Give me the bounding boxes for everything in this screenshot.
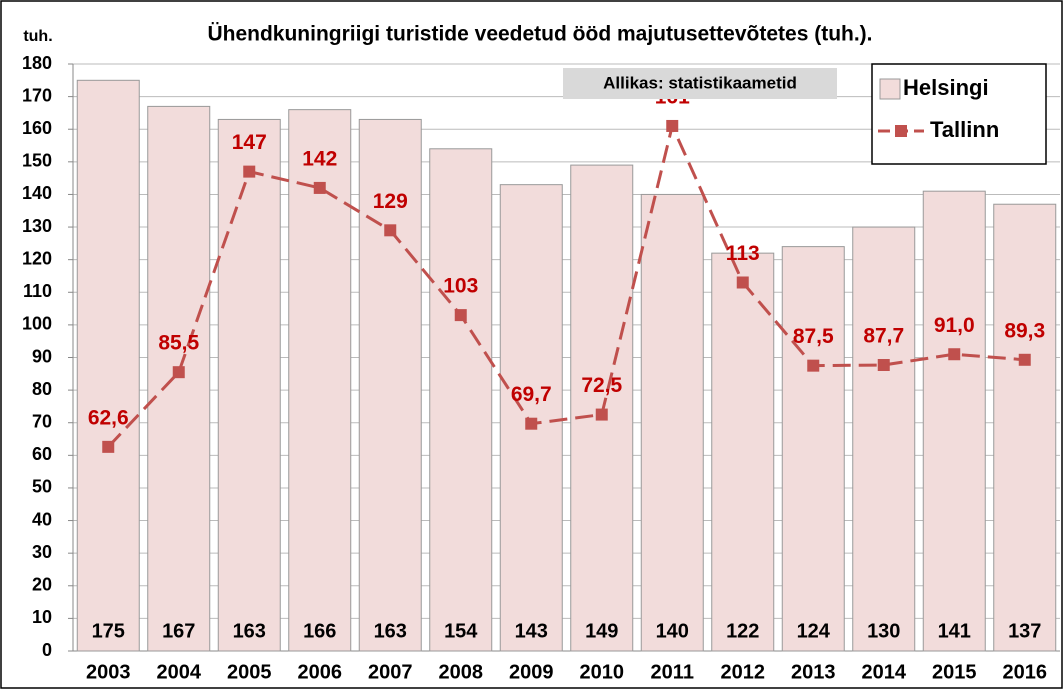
- line: [107, 121, 1025, 448]
- line-value-label: 87,7: [863, 325, 904, 348]
- bar: [429, 148, 493, 652]
- bar: [781, 246, 845, 652]
- y-tick-label: 130: [22, 216, 52, 236]
- bar: [922, 190, 986, 652]
- marker: [807, 359, 820, 372]
- y-tick-label: 90: [32, 346, 52, 366]
- x-tick-label: 2007: [368, 661, 413, 683]
- bar-value-label: 143: [515, 620, 548, 642]
- legend-label: Tallinn: [930, 117, 999, 142]
- bar-value-label: 163: [374, 620, 407, 642]
- annotation-box: [563, 68, 837, 99]
- x-tick-label: 2005: [227, 661, 272, 683]
- y-tick-label: 100: [22, 314, 52, 334]
- y-tick-label: 70: [32, 411, 52, 431]
- legend-swatch: [879, 78, 901, 100]
- line-value-label: 62,6: [88, 406, 129, 429]
- chart-title: Ühendkuningriigi turistide veedetud ööd …: [207, 23, 872, 46]
- bar: [217, 118, 281, 652]
- x-tick-label: 2011: [651, 661, 694, 683]
- line-value-label: 103: [443, 275, 478, 298]
- marker: [877, 359, 890, 372]
- bar-value-label: 130: [867, 620, 900, 642]
- bar-value-label: 166: [303, 620, 336, 642]
- line-value-label: 85,5: [158, 332, 199, 355]
- line-value-label: 147: [232, 131, 267, 154]
- marker: [948, 348, 961, 361]
- y-tick-label: 140: [22, 183, 52, 203]
- line-value-label: 72,5: [581, 374, 622, 397]
- line-value-label: 89,3: [1004, 319, 1045, 342]
- legend-marker: [895, 125, 907, 137]
- bar-value-label: 154: [444, 620, 478, 642]
- x-tick-label: 2004: [157, 661, 202, 683]
- x-tick-label: 2009: [509, 661, 554, 683]
- bar-value-label: 163: [233, 620, 266, 642]
- bar-value-label: 167: [162, 620, 195, 642]
- marker: [454, 309, 467, 322]
- bar-value-label: 149: [585, 620, 618, 642]
- line-value-label: 87,5: [793, 325, 834, 348]
- line-value-label: 69,7: [511, 383, 552, 406]
- x-tick-label: 2012: [721, 661, 766, 683]
- y-tick-label: 80: [32, 379, 52, 399]
- y-tick-label: 110: [23, 281, 52, 301]
- marker: [384, 224, 397, 237]
- line-value-label: 113: [726, 242, 760, 265]
- y-tick-label: 150: [22, 151, 52, 171]
- marker: [595, 408, 608, 421]
- bar: [640, 193, 704, 652]
- legend-box: [871, 63, 1047, 165]
- y-tick-label: 30: [32, 542, 52, 562]
- annotation: Allikas: statistikaametid: [603, 73, 797, 92]
- y-tick-label: 120: [22, 248, 52, 268]
- x-tick-label: 2006: [298, 661, 343, 683]
- y-tick-label: 160: [22, 118, 52, 138]
- bar-value-label: 124: [797, 620, 831, 642]
- y-tick-label: 170: [22, 85, 52, 105]
- x-tick-label: 2003: [86, 661, 131, 683]
- line-value-label: 129: [373, 190, 408, 213]
- x-tick-label: 2013: [791, 661, 836, 683]
- bar-value-label: 122: [726, 620, 759, 642]
- x-tick-label: 2014: [862, 661, 907, 683]
- bar-value-label: 140: [656, 620, 689, 642]
- bar-value-label: 137: [1008, 620, 1041, 642]
- bar: [993, 203, 1057, 652]
- bar-value-label: 141: [938, 620, 971, 642]
- marker: [736, 276, 749, 289]
- y-tick-label: 60: [32, 444, 52, 464]
- y-tick-label: 20: [32, 575, 52, 595]
- line-value-label: 91,0: [934, 314, 975, 337]
- bar: [147, 105, 211, 652]
- x-tick-label: 2010: [580, 661, 625, 683]
- marker: [172, 366, 185, 379]
- bar: [358, 118, 422, 652]
- line-value-label: 142: [302, 147, 337, 170]
- y-axis-label: tuh.: [23, 28, 52, 45]
- bar: [852, 226, 916, 652]
- marker: [102, 440, 115, 453]
- y-tick-label: 180: [22, 53, 52, 73]
- y-tick-label: 50: [32, 477, 52, 497]
- y-tick-label: 40: [32, 509, 52, 529]
- bar-value-label: 175: [92, 620, 125, 642]
- x-tick-label: 2016: [1003, 661, 1048, 683]
- marker: [313, 181, 326, 194]
- marker: [243, 165, 256, 178]
- legend-label: Helsingi: [903, 75, 989, 100]
- marker: [525, 417, 538, 430]
- marker: [1018, 353, 1031, 366]
- bar: [711, 252, 775, 652]
- y-tick-label: 10: [32, 607, 52, 627]
- y-tick-label: 0: [42, 640, 52, 660]
- marker: [666, 119, 679, 132]
- x-tick-label: 2008: [439, 661, 484, 683]
- bar: [76, 79, 140, 652]
- bar: [288, 109, 352, 652]
- x-tick-label: 2015: [932, 661, 977, 683]
- bar: [570, 164, 634, 652]
